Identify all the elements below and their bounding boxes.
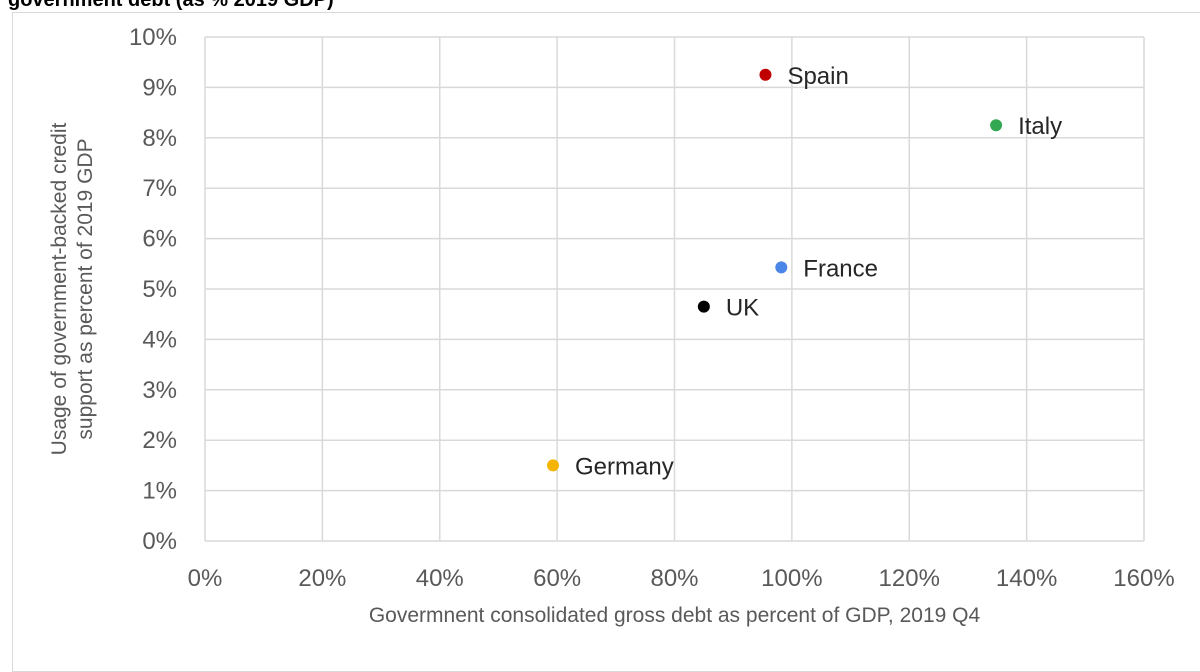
x-axis-ticks: 0% 20% 40% 60% 80% 100% 120% 140% 160% [188, 565, 1175, 592]
y-tick-label: 3% [142, 377, 177, 404]
data-points [547, 68, 1003, 472]
x-tick-label: 120% [879, 565, 940, 592]
y-axis-title: Usage of government-backed credit suppor… [48, 123, 97, 456]
x-tick-label: 20% [298, 565, 346, 592]
y-tick-label: 9% [142, 74, 177, 101]
gridlines [204, 36, 1145, 542]
point-labels: Spain Italy France UK Germany [575, 63, 1062, 481]
x-tick-label: 40% [416, 565, 464, 592]
y-tick-label: 7% [142, 175, 177, 202]
y-axis-ticks: 0% 1% 2% 3% 4% 5% 6% 7% 8% 9% 10% [129, 24, 177, 555]
x-tick-label: 60% [533, 565, 581, 592]
data-point-germany [547, 459, 560, 472]
point-label-uk: UK [726, 295, 759, 322]
chart-title-fragment: government debt (as % 2019 GDP) [8, 0, 334, 11]
y-tick-label: 6% [142, 226, 177, 253]
y-tick-label: 4% [142, 326, 177, 353]
y-tick-label: 5% [142, 276, 177, 303]
y-tick-label: 8% [142, 125, 177, 152]
x-tick-label: 100% [761, 565, 822, 592]
data-point-spain [759, 68, 772, 81]
y-tick-label: 2% [142, 427, 177, 454]
x-axis-title: Govermnent consolidated gross debt as pe… [369, 604, 981, 627]
point-label-germany: Germany [575, 453, 674, 480]
y-tick-label: 10% [129, 24, 177, 51]
point-label-france: France [803, 255, 878, 282]
y-axis-title-line-1: Usage of government-backed credit [48, 123, 71, 456]
x-tick-label: 140% [996, 565, 1057, 592]
y-axis-title-line-2: support as percent of 2019 GDP [74, 138, 97, 439]
point-label-italy: Italy [1018, 113, 1062, 140]
x-tick-label: 0% [188, 565, 223, 592]
point-label-spain: Spain [787, 63, 848, 90]
data-point-france [775, 261, 788, 274]
x-tick-label: 80% [650, 565, 698, 592]
x-tick-label: 160% [1113, 565, 1174, 592]
data-point-uk [697, 300, 710, 313]
scatter-chart: 0% 1% 2% 3% 4% 5% 6% 7% 8% 9% 10% 0% 20% 40% 60% 80% 10… [48, 24, 1175, 627]
data-point-italy [990, 119, 1003, 132]
y-tick-label: 1% [142, 478, 177, 505]
y-tick-label: 0% [142, 528, 177, 555]
